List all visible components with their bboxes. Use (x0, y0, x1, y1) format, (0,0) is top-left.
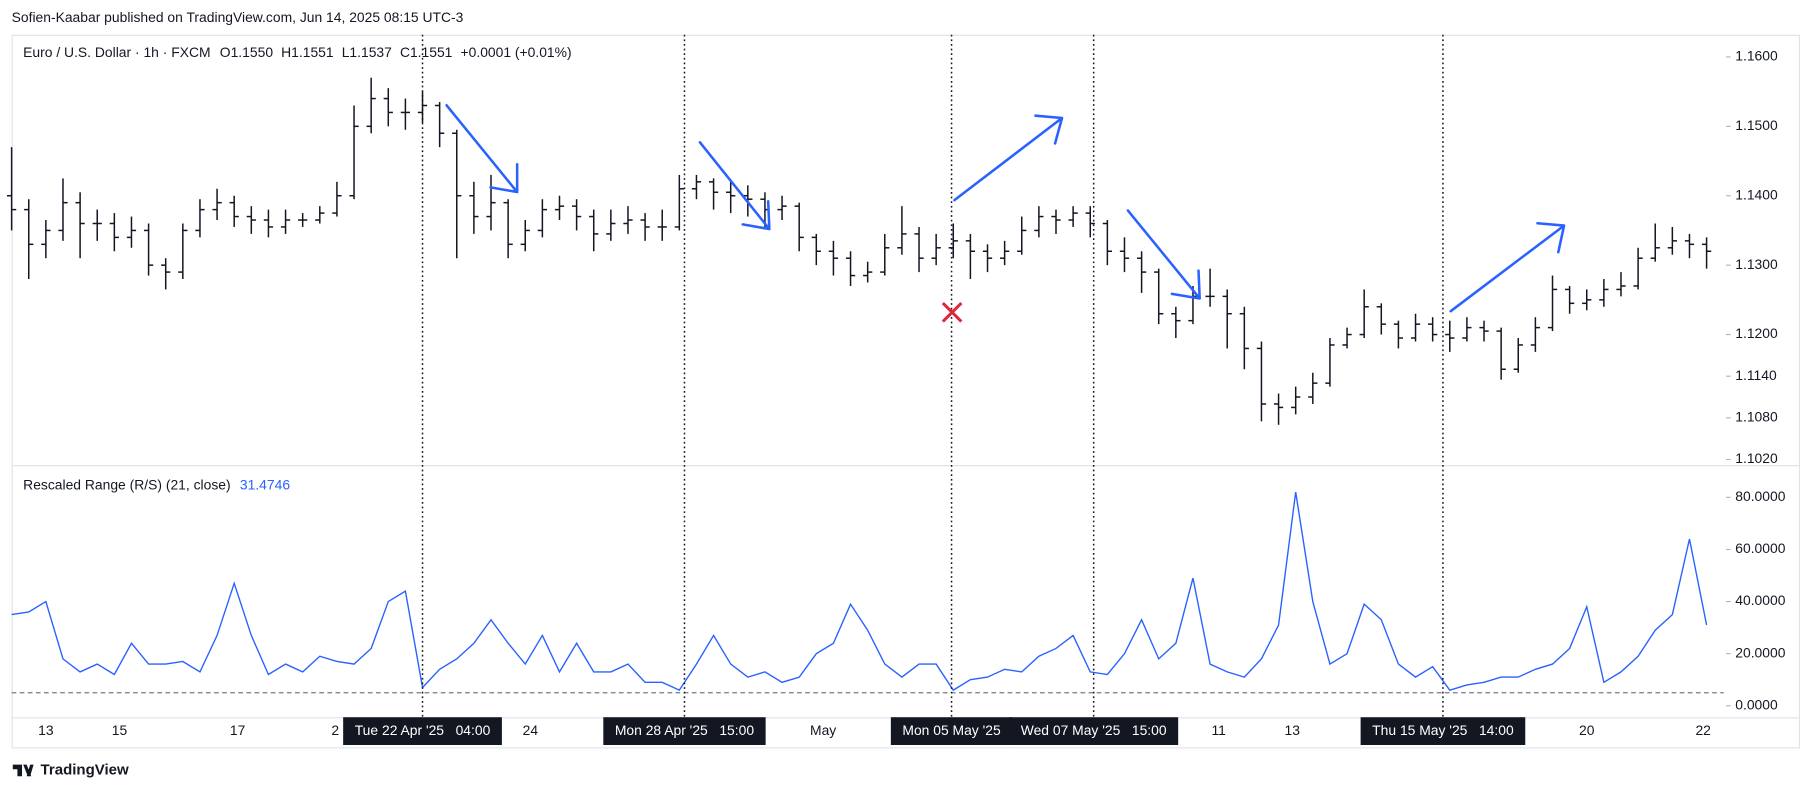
y-tick-label: 40.0000 (1735, 592, 1785, 608)
symbol-legend: Euro / U.S. Dollar · 1h · FXCM (23, 44, 210, 60)
ohlc-legend-item: H1.1551 (281, 44, 334, 60)
x-tick-label: 2 (331, 722, 339, 738)
arrow (698, 141, 771, 231)
time-box-bg (343, 717, 502, 745)
logo-text: TradingView (41, 761, 129, 778)
x-tick-label: 13 (1285, 722, 1301, 738)
ohlc-legend-item: +0.0001 (+0.01%) (461, 44, 572, 60)
time-box: Mon 05 May '25 (890, 717, 1013, 745)
y-tick-label: 80.0000 (1735, 488, 1785, 504)
logo-icon (12, 764, 34, 777)
x-tick-label: 20 (1579, 722, 1595, 738)
time-box-label: Thu 15 May '25 14:00 (1372, 722, 1514, 738)
time-box-bg (890, 717, 1013, 745)
y-tick-label: 1.1200 (1735, 325, 1778, 341)
time-box: Mon 28 Apr '25 15:00 (603, 717, 766, 745)
ohlc-legend-item: O1.1550 (220, 44, 274, 60)
indicator-last-value: 31.4746 (240, 477, 290, 493)
x-tick-label: 13 (38, 722, 54, 738)
time-box: Thu 15 May '25 14:00 (1360, 717, 1526, 745)
y-tick-label: 1.1300 (1735, 256, 1778, 272)
x-tick-label: 24 (523, 722, 539, 738)
arrow (953, 114, 1064, 202)
x-tick-label: May (810, 722, 836, 738)
time-box-bg (1360, 717, 1526, 745)
y-tick-label: 60.0000 (1735, 540, 1785, 556)
y-tick-label: 1.1400 (1735, 186, 1778, 202)
ohlc-legend-item: C1.1551 (400, 44, 453, 60)
y-tick-label: 1.1020 (1735, 450, 1778, 466)
time-box-bg (603, 717, 766, 745)
ohlc-legend-item: L1.1537 (342, 44, 392, 60)
y-tick-label: 1.1140 (1735, 367, 1777, 383)
time-box-label: Tue 22 Apr '25 04:00 (355, 722, 491, 738)
time-box-label: Mon 05 May '25 (902, 722, 1001, 738)
x-tick-label: 15 (112, 722, 128, 738)
arrow (1449, 221, 1566, 313)
time-box-label: Wed 07 May '25 15:00 (1021, 722, 1167, 738)
time-box-bg (1009, 717, 1179, 745)
cross-marker (941, 302, 963, 323)
y-tick-label: 1.1600 (1735, 48, 1778, 64)
y-tick-label: 1.1500 (1735, 117, 1778, 133)
arrow (1126, 209, 1201, 300)
publisher-header: Sofien-Kaabar published on TradingView.c… (12, 9, 464, 25)
marks: 1.1600 1.1500 1.1400 1.1300 1.1200 1.1140 1.10… (6, 34, 1786, 745)
time-box: Tue 22 Apr '25 04:00 (343, 717, 502, 745)
indicator-line (11, 492, 1708, 692)
tv-logo: TradingView (12, 761, 129, 778)
annotations (445, 103, 1566, 313)
x-tick-label: 17 (230, 722, 246, 738)
y-tick-label: 1.1080 (1735, 409, 1778, 425)
y-tick-label: 0.0000 (1735, 696, 1778, 712)
arrow (445, 103, 519, 194)
panel-border (11, 34, 1801, 749)
time-box: Wed 07 May '25 15:00 (1009, 717, 1179, 745)
y-tick-label: 20.0000 (1735, 644, 1785, 660)
time-box-label: Mon 28 Apr '25 15:00 (615, 722, 754, 738)
x-tick-label: 11 (1211, 722, 1226, 738)
indicator-legend: Rescaled Range (R/S) (21, close) (23, 477, 230, 493)
x-tick-label: 22 (1695, 722, 1711, 738)
